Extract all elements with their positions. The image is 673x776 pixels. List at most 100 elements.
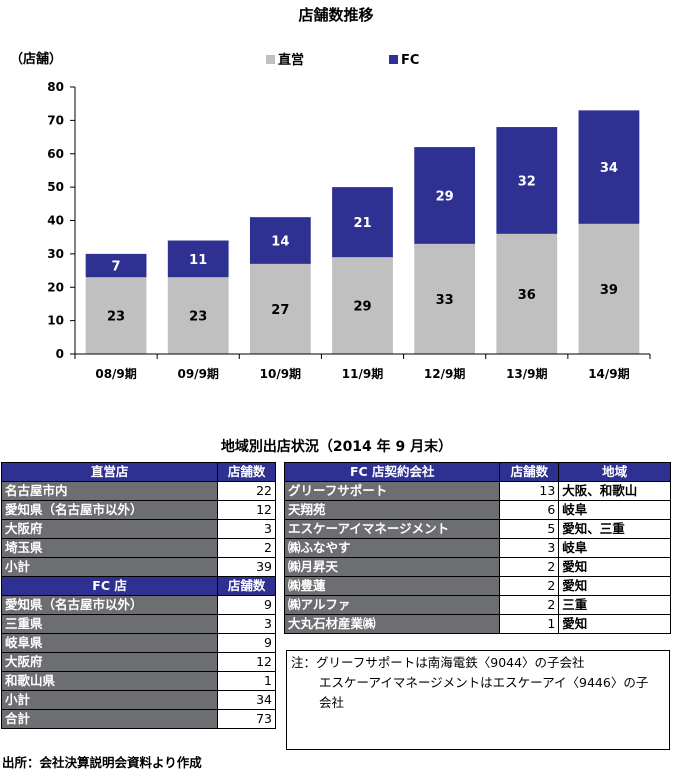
direct-subtotal-label: 小計 (0, 557, 219, 577)
contract-company-count: 2 (499, 557, 560, 577)
fc-subtotal-label: 小計 (0, 690, 219, 710)
contract-company-region: 大阪、和歌山 (558, 481, 671, 501)
contract-header-row: FC 店契約会社 店舗数 地域 (283, 462, 671, 482)
fc-subtotal-value: 34 (217, 690, 276, 710)
direct-header: 直営店 (0, 462, 219, 482)
bar-fc (578, 110, 640, 224)
table-row: 三重県 3 (0, 614, 276, 634)
data-label-fc: 34 (600, 161, 618, 176)
bar-chart: 店舗数推移 （店舗） 直営 FC 0 10 20 30 40 50 60 70 80 23 7 23 1… (10, 6, 651, 381)
contract-company-name: ㈱アルファ (283, 595, 501, 615)
table-row: ㈱豊蓮 2 愛知 (283, 576, 671, 596)
y-axis: 0 10 20 30 40 50 60 70 80 (47, 80, 76, 361)
x-tick-label: 08/9期 (95, 366, 136, 381)
fc-region-count: 9 (217, 633, 276, 653)
fc-region-name: 三重県 (0, 614, 219, 634)
data-label-direct: 39 (600, 283, 618, 298)
y-tick-label: 80 (47, 80, 64, 94)
grand-total-value: 73 (217, 709, 276, 729)
data-label-direct: 23 (107, 310, 125, 325)
contract-company-region: 岐阜 (558, 500, 671, 520)
x-tick-label: 10/9期 (260, 366, 301, 381)
data-label-direct: 29 (353, 300, 371, 315)
bar-direct (496, 233, 558, 354)
contract-company-count: 3 (499, 538, 560, 558)
direct-header-row: 直営店 店舗数 (0, 462, 276, 482)
direct-region-count: 3 (217, 519, 276, 539)
contract-company-region: 愛知 (558, 614, 671, 634)
data-label-fc: 7 (112, 260, 121, 275)
fc-region-count: 1 (217, 671, 276, 691)
table-row: 和歌山県 1 (0, 671, 276, 691)
table-row: 大阪府 3 (0, 519, 276, 539)
table-row: グリーフサポート 13 大阪、和歌山 (283, 481, 671, 501)
source-note: 出所：会社決算説明会資料より作成 (2, 755, 202, 770)
data-label-fc: 29 (436, 189, 454, 204)
fc-contract-table: FC 店契約会社 店舗数 地域 グリーフサポート 13 大阪、和歌山 天翔苑 6… (283, 462, 671, 634)
contract-company-region: 愛知、三重 (558, 519, 671, 539)
fc-region-name: 愛知県（名古屋市以外） (0, 595, 219, 615)
grand-total-label: 合計 (0, 709, 219, 729)
table-row: ㈱月昇天 2 愛知 (283, 557, 671, 577)
fc-count-header: 店舗数 (217, 576, 276, 596)
data-label-direct: 27 (271, 303, 289, 318)
y-axis-unit-label: （店舗） (10, 51, 62, 67)
legend-label-direct: 直営 (278, 52, 304, 68)
bar-fc (414, 147, 476, 244)
y-tick-label: 60 (47, 147, 64, 161)
direct-count-header: 店舗数 (217, 462, 276, 482)
direct-region-name: 埼玉県 (0, 538, 219, 558)
table-row: 名古屋市内 22 (0, 481, 276, 501)
contract-company-count: 6 (499, 500, 560, 520)
bar-fc (496, 127, 558, 234)
y-tick-label: 0 (56, 347, 64, 361)
fc-header: FC 店 (0, 576, 219, 596)
contract-company-count: 13 (499, 481, 560, 501)
contract-company-name: エスケーアイマネージメント (283, 519, 501, 539)
bar-fc (167, 240, 229, 278)
x-tick-label: 11/9期 (342, 366, 383, 381)
bar-fc (85, 253, 147, 278)
direct-region-count: 12 (217, 500, 276, 520)
table-row: 愛知県（名古屋市以外） 9 (0, 595, 276, 615)
fc-region-count: 9 (217, 595, 276, 615)
legend-swatch-direct (266, 55, 275, 64)
data-label-direct: 36 (518, 288, 536, 303)
direct-region-name: 大阪府 (0, 519, 219, 539)
region-section-title: 地域別出店状況（2014 年 9 月末） (220, 439, 453, 455)
bar-direct (578, 223, 640, 354)
contract-company-region: 岐阜 (558, 538, 671, 558)
contract-company-region: 愛知 (558, 576, 671, 596)
y-tick-label: 20 (47, 280, 64, 294)
x-tick-label: 09/9期 (177, 366, 218, 381)
bar-series: 23 7 23 11 27 14 29 21 33 29 36 32 39 34 (85, 110, 640, 354)
table-row: ㈱アルファ 2 三重 (283, 595, 671, 615)
table-row: 天翔苑 6 岐阜 (283, 500, 671, 520)
table-row: 岐阜県 9 (0, 633, 276, 653)
fc-region-name: 和歌山県 (0, 671, 219, 691)
bar-fc (249, 217, 311, 264)
direct-subtotal-row: 小計 39 (0, 557, 276, 577)
bar-direct (85, 277, 147, 354)
direct-and-fc-table: 直営店 店舗数 名古屋市内 22 愛知県（名古屋市以外） 12 大阪府 3 埼玉… (0, 462, 276, 729)
grand-total-row: 合計 73 (0, 709, 276, 729)
bar-direct (167, 277, 229, 354)
bar-direct (414, 243, 476, 354)
note-line-1: 注：グリーフサポートは南海電鉄〈9044〉の子会社 (291, 655, 585, 670)
data-label-fc: 32 (518, 174, 536, 189)
contract-company-count: 5 (499, 519, 560, 539)
data-label-fc: 11 (189, 253, 207, 268)
fc-region-count: 3 (217, 614, 276, 634)
x-tick-label: 14/9期 (588, 366, 629, 381)
fc-region-name: 大阪府 (0, 652, 219, 672)
note-box: 注：グリーフサポートは南海電鉄〈9044〉の子会社 エスケーアイマネージメントは… (286, 650, 670, 750)
legend-label-fc: FC (401, 53, 419, 68)
chart-legend: 直営 FC (266, 52, 419, 68)
fc-header-row: FC 店 店舗数 (0, 576, 276, 596)
contract-count-header: 店舗数 (499, 462, 560, 482)
contract-company-count: 2 (499, 595, 560, 615)
table-row: 愛知県（名古屋市以外） 12 (0, 500, 276, 520)
y-tick-label: 50 (47, 180, 64, 194)
fc-region-name: 岐阜県 (0, 633, 219, 653)
contract-company-count: 1 (499, 614, 560, 634)
